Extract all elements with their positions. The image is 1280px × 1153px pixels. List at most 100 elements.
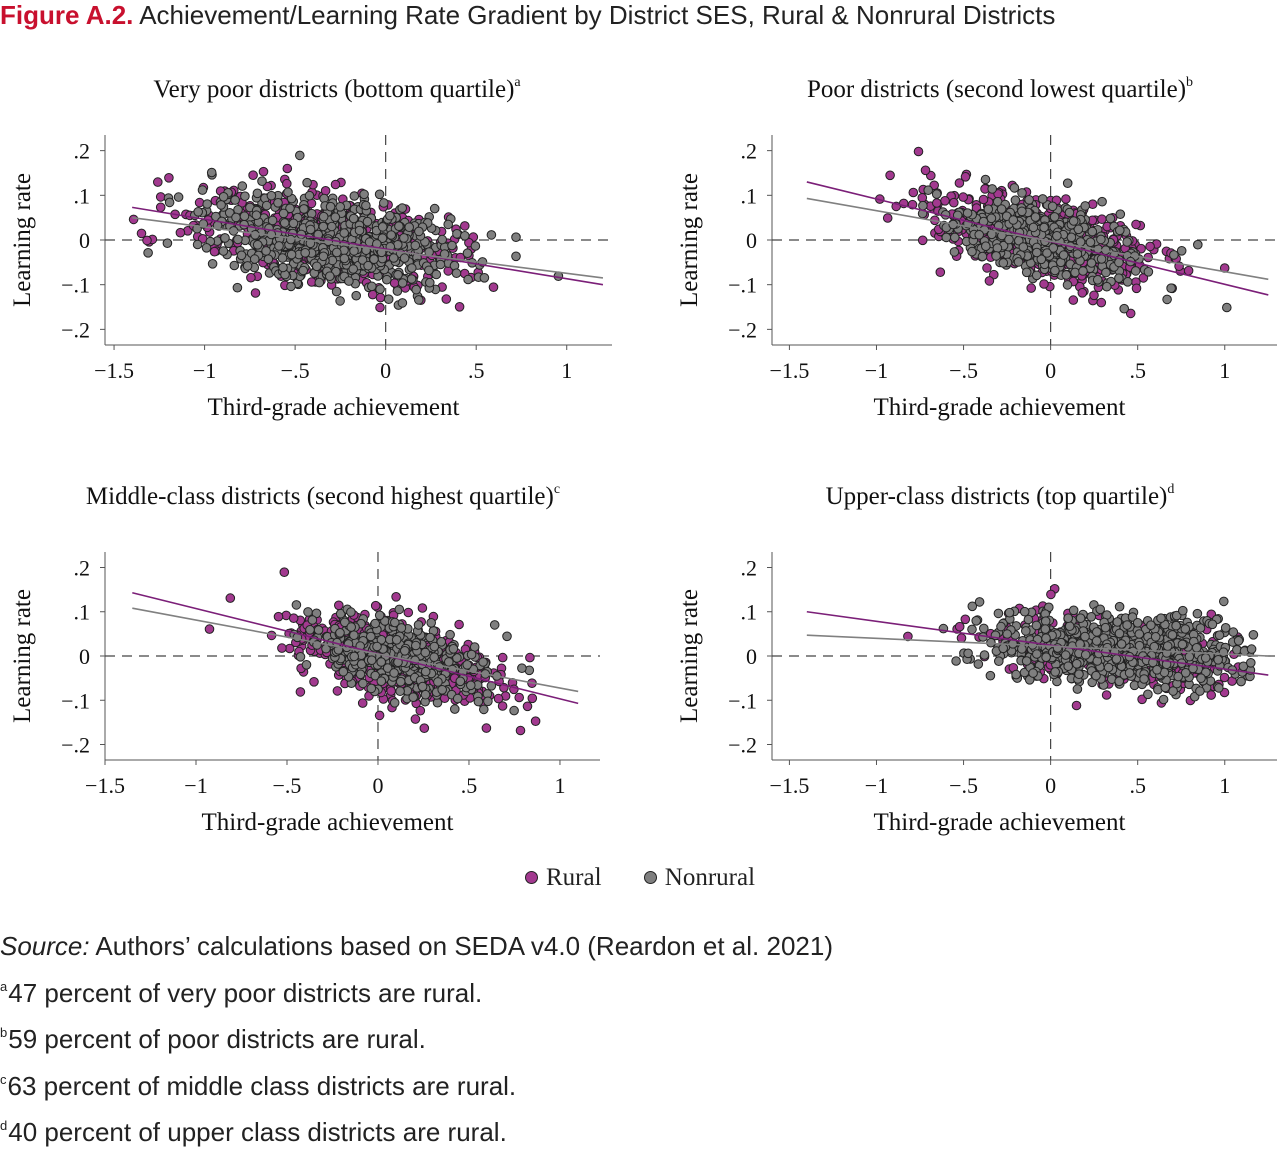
- data-point: [330, 179, 341, 190]
- data-point: [1152, 665, 1162, 675]
- data-point: [305, 625, 315, 635]
- x-tick-label: −1.5: [85, 773, 125, 798]
- data-point: [987, 229, 997, 240]
- data-point: [339, 253, 350, 264]
- data-point: [1060, 650, 1071, 660]
- data-point: [1064, 621, 1075, 632]
- data-point: [155, 202, 166, 213]
- data-point: [1114, 601, 1125, 612]
- data-point: [1124, 668, 1135, 678]
- data-point: [1162, 641, 1173, 651]
- data-point: [1132, 618, 1143, 628]
- data-point: [949, 247, 960, 257]
- source-text: Authors’ calculations based on SEDA v4.0…: [89, 931, 833, 961]
- data-point: [242, 261, 253, 271]
- y-tick-label: .2: [74, 555, 91, 580]
- y-tick-label: .1: [741, 600, 758, 625]
- data-point: [388, 253, 399, 263]
- data-point: [250, 230, 260, 240]
- data-point: [375, 302, 385, 313]
- data-point: [1111, 654, 1122, 664]
- data-point: [1115, 225, 1125, 236]
- data-point: [522, 701, 533, 712]
- data-point: [1032, 649, 1042, 659]
- data-point: [992, 243, 1003, 253]
- data-point: [1246, 644, 1257, 654]
- chart-panel-3: Middle-class districts (second highest q…: [9, 482, 600, 836]
- data-point: [478, 657, 488, 667]
- data-point: [374, 189, 385, 200]
- data-point: [987, 184, 998, 194]
- data-point: [206, 167, 217, 178]
- data-point: [302, 177, 312, 188]
- data-point: [173, 192, 184, 202]
- data-point: [1246, 658, 1256, 668]
- legend-label-rural: Rural: [545, 864, 602, 891]
- data-point: [1089, 290, 1099, 301]
- data-point: [273, 611, 284, 622]
- data-point: [974, 597, 985, 607]
- data-point: [454, 302, 465, 312]
- data-point: [339, 228, 350, 238]
- panel-title: Poor districts (second lowest quartile)b: [807, 75, 1193, 103]
- data-point: [362, 216, 373, 227]
- data-point: [443, 219, 454, 230]
- data-point: [375, 284, 385, 295]
- data-point: [1169, 250, 1179, 260]
- x-tick-label: −1: [865, 773, 888, 798]
- data-point: [1042, 248, 1052, 258]
- data-point: [349, 630, 359, 641]
- footnote-b: b59 percent of poor districts are rural.: [0, 1013, 833, 1060]
- data-point: [1078, 266, 1088, 276]
- data-point: [386, 686, 396, 696]
- data-point: [483, 696, 493, 707]
- data-point: [1114, 273, 1124, 284]
- data-point: [463, 274, 473, 285]
- data-point: [980, 174, 991, 185]
- data-point: [1046, 589, 1056, 600]
- data-point: [1072, 659, 1082, 669]
- data-point: [1131, 283, 1142, 294]
- data-point: [1039, 222, 1049, 233]
- data-point: [415, 705, 426, 716]
- data-point: [1180, 624, 1191, 634]
- data-point: [1233, 636, 1244, 646]
- data-point: [335, 628, 345, 638]
- data-point: [407, 263, 417, 273]
- data-point: [417, 603, 428, 613]
- data-point: [435, 259, 446, 270]
- data-point: [349, 651, 360, 662]
- data-point: [1062, 280, 1073, 290]
- source-label: Source:: [0, 931, 90, 961]
- panel-title: Middle-class districts (second highest q…: [86, 482, 560, 510]
- data-point: [267, 215, 278, 226]
- data-point: [331, 286, 342, 297]
- data-point: [225, 593, 236, 603]
- data-point: [1075, 237, 1086, 247]
- footnote-a: a47 percent of very poor districts are r…: [0, 967, 833, 1014]
- data-point: [481, 723, 492, 733]
- data-point: [399, 233, 409, 243]
- x-tick-label: .5: [1129, 358, 1146, 383]
- data-point: [982, 263, 992, 273]
- data-point: [935, 267, 946, 278]
- data-point: [1195, 686, 1205, 696]
- data-point: [273, 198, 283, 208]
- x-tick-label: 0: [372, 773, 383, 798]
- data-point: [1101, 267, 1111, 278]
- data-point: [370, 618, 381, 629]
- data-point: [913, 146, 924, 157]
- data-point: [367, 281, 377, 292]
- data-point: [1218, 647, 1229, 658]
- data-point: [318, 251, 329, 262]
- data-point: [1021, 656, 1032, 666]
- data-point: [420, 666, 431, 677]
- data-point: [470, 241, 481, 251]
- data-point: [1143, 267, 1154, 277]
- data-point: [1214, 630, 1225, 641]
- data-point: [960, 614, 971, 625]
- data-point: [246, 272, 256, 283]
- data-point: [1064, 207, 1075, 218]
- source-note: Source: Authors’ calculations based on S…: [0, 926, 833, 967]
- x-tick-label: −1: [865, 358, 888, 383]
